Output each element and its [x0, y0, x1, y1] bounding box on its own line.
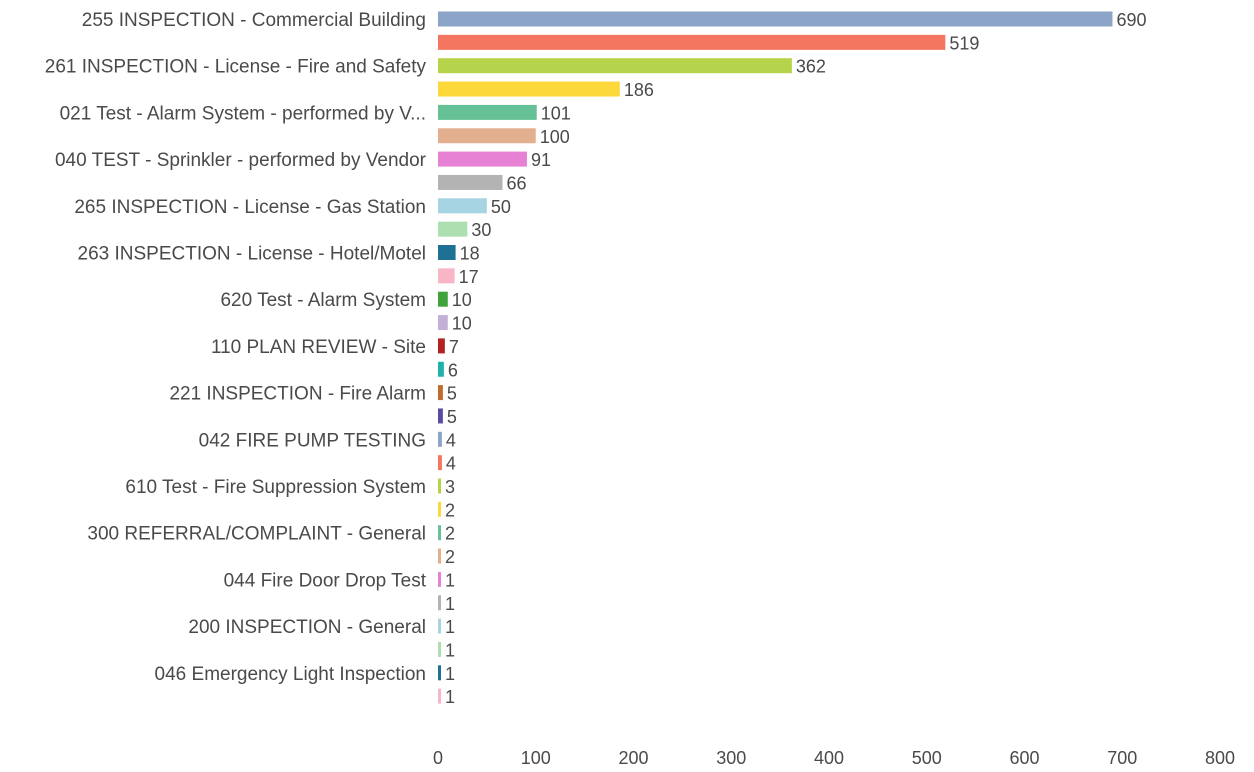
value-label-0: 690: [1116, 10, 1146, 30]
category-label-22: 300 REFERRAL/COMPLAINT - General: [87, 524, 426, 545]
bar-10: [438, 245, 456, 260]
x-tick-label-0: 0: [433, 748, 443, 768]
value-label-24: 1: [445, 570, 455, 590]
category-label-6: 040 TEST - Sprinkler - performed by Vend…: [55, 150, 427, 171]
value-label-26: 1: [445, 617, 455, 637]
category-label-0: 255 INSPECTION - Commercial Building: [82, 10, 426, 31]
bar-25: [438, 595, 441, 611]
bar-28: [438, 665, 441, 681]
value-label-2: 362: [796, 57, 826, 77]
category-label-14: 110 PLAN REVIEW - Site: [211, 337, 426, 358]
category-labels: 255 INSPECTION - Commercial Building 261 …: [45, 10, 427, 685]
x-tick-label-2: 200: [618, 748, 648, 768]
value-label-28: 1: [445, 664, 455, 684]
bar-27: [438, 641, 441, 657]
x-tick-label-5: 500: [912, 748, 942, 768]
category-label-16: 221 INSPECTION - Fire Alarm: [169, 384, 426, 405]
category-label-4: 021 Test - Alarm System - performed by V…: [60, 103, 426, 124]
value-label-3: 186: [624, 80, 654, 100]
value-label-7: 66: [507, 173, 527, 193]
value-label-20: 3: [445, 477, 455, 497]
value-label-11: 17: [459, 267, 479, 287]
bar-17: [438, 408, 443, 424]
value-label-9: 30: [471, 220, 491, 240]
bar-6: [438, 151, 527, 167]
category-label-18: 042 FIRE PUMP TESTING: [199, 430, 426, 451]
value-label-25: 1: [445, 594, 455, 614]
bar-14: [438, 338, 445, 354]
value-label-22: 2: [445, 524, 455, 544]
x-tick-label-8: 800: [1205, 748, 1235, 768]
bar-3: [438, 81, 620, 97]
value-label-15: 6: [448, 360, 458, 380]
value-label-12: 10: [452, 290, 472, 310]
category-label-12: 620 Test - Alarm System: [220, 290, 426, 311]
category-label-10: 263 INSPECTION - License - Hotel/Motel: [78, 244, 426, 265]
bar-5: [438, 128, 536, 144]
value-label-14: 7: [449, 337, 459, 357]
value-label-6: 91: [531, 150, 551, 170]
bar-16: [438, 385, 443, 401]
value-label-8: 50: [491, 197, 511, 217]
x-tick-label-4: 400: [814, 748, 844, 768]
value-label-27: 1: [445, 640, 455, 660]
value-label-1: 519: [949, 33, 979, 53]
category-label-28: 046 Emergency Light Inspection: [155, 664, 426, 685]
value-label-29: 1: [445, 687, 455, 707]
category-label-26: 200 INSPECTION - General: [188, 617, 426, 638]
category-label-2: 261 INSPECTION - License - Fire and Safe…: [45, 57, 427, 78]
bar-29: [438, 688, 441, 704]
x-tick-label-1: 100: [521, 748, 551, 768]
value-label-10: 18: [460, 244, 480, 264]
bar-26: [438, 618, 441, 634]
bar-15: [438, 361, 444, 377]
bar-11: [438, 268, 455, 284]
bar-24: [438, 571, 441, 587]
bar-12: [438, 291, 448, 307]
bar-8: [438, 198, 487, 214]
value-label-4: 101: [541, 103, 571, 123]
value-label-18: 4: [446, 430, 456, 450]
bar-1: [438, 34, 946, 50]
value-label-16: 5: [447, 384, 457, 404]
bar-9: [438, 221, 468, 237]
value-label-13: 10: [452, 314, 472, 334]
category-label-24: 044 Fire Door Drop Test: [224, 570, 427, 591]
category-label-8: 265 INSPECTION - License - Gas Station: [74, 197, 426, 218]
x-axis-ticks: 0 100 200 300 400 500 600 700 800: [433, 748, 1235, 768]
value-label-19: 4: [446, 454, 456, 474]
value-label-5: 100: [540, 127, 570, 147]
bar-13: [438, 315, 448, 331]
value-label-17: 5: [447, 407, 457, 427]
bar-4: [438, 104, 537, 120]
x-tick-label-6: 600: [1009, 748, 1039, 768]
bar-0: [438, 11, 1113, 27]
bar-23: [438, 548, 441, 564]
bar-19: [438, 455, 442, 471]
bar-22: [438, 525, 441, 541]
bar-18: [438, 431, 442, 447]
bars: [438, 11, 1113, 704]
bar-21: [438, 501, 441, 517]
value-label-21: 2: [445, 500, 455, 520]
bar-7: [438, 174, 503, 190]
value-label-23: 2: [445, 547, 455, 567]
bar-2: [438, 58, 792, 74]
x-tick-label-7: 700: [1107, 748, 1137, 768]
category-label-20: 610 Test - Fire Suppression System: [125, 477, 426, 498]
x-tick-label-3: 300: [716, 748, 746, 768]
bar-20: [438, 478, 441, 494]
